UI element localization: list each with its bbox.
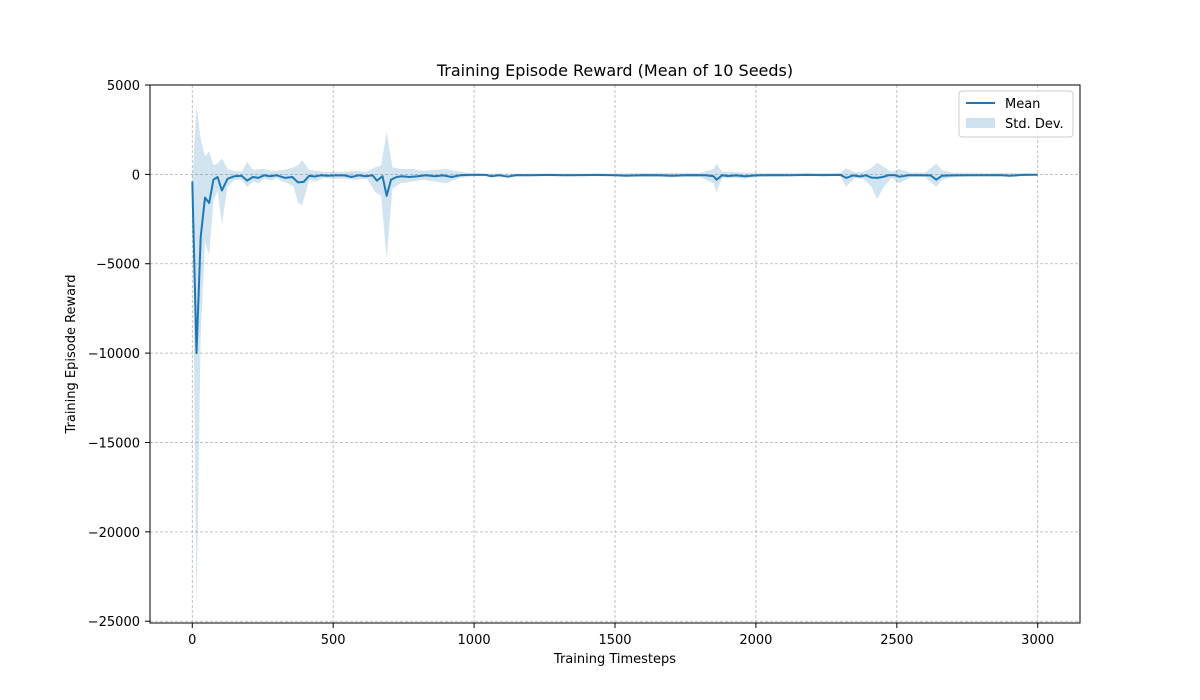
y-tick-label: −20000 [88, 526, 140, 541]
x-tick-label: 1000 [458, 633, 491, 648]
y-tick-label: 5000 [107, 79, 140, 94]
x-tick-label: 1500 [598, 633, 631, 648]
x-axis-ticks: 0 500 1000 1500 2000 2500 3000 [188, 623, 1054, 648]
x-tick-label: 3000 [1021, 633, 1054, 648]
mean-line-group [191, 173, 1038, 355]
x-axis-label: Training Timesteps [553, 652, 676, 667]
y-axis-ticks: 5000 0 −5000 −10000 −15000 −20000 −25000 [88, 79, 150, 630]
x-tick-label: 0 [188, 633, 196, 648]
x-tick-label: 2500 [880, 633, 913, 648]
y-axis-label: Training Episode Reward [64, 274, 79, 434]
x-tick-label: 500 [321, 633, 346, 648]
y-tick-label: 0 [132, 168, 140, 183]
y-tick-label: −15000 [88, 436, 140, 451]
y-tick-label: −25000 [88, 615, 140, 630]
legend-std-dev-label: Std. Dev. [1005, 117, 1064, 132]
mean-line [191, 173, 1038, 355]
chart-title: Training Episode Reward (Mean of 10 Seed… [436, 61, 793, 80]
y-tick-label: −5000 [96, 258, 140, 273]
legend-mean-label: Mean [1005, 97, 1040, 112]
x-tick-label: 2000 [739, 633, 772, 648]
y-tick-label: −10000 [88, 347, 140, 362]
legend-std-dev-swatch [966, 118, 995, 128]
legend: Mean Std. Dev. [958, 90, 1074, 138]
